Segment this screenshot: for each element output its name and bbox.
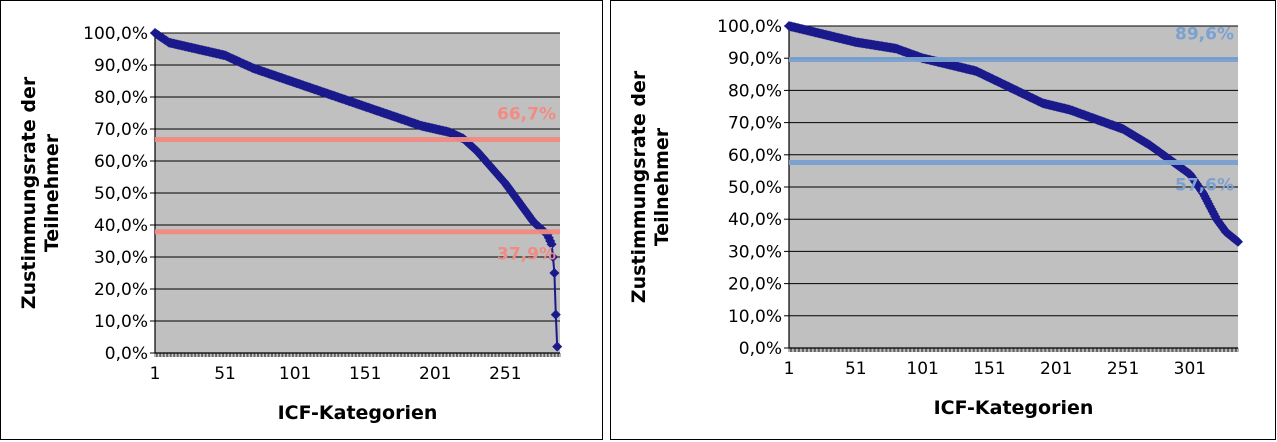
data-point: [1233, 236, 1243, 247]
data-point: [552, 341, 563, 352]
y-tick-label: 60,0%: [728, 146, 782, 166]
y-tick-label: 10,0%: [94, 312, 148, 332]
y-tick-label: 40,0%: [94, 216, 148, 236]
y-tick-label: 10,0%: [728, 307, 782, 327]
y-tick-label: 100,0%: [83, 24, 148, 44]
x-tick-label: 1: [150, 364, 161, 384]
chart-left: 0,0% 10,0% 20,0% 30,0% 40,0% 50,0% 60,0% 70,0% 8…: [18, 24, 563, 424]
reference-label: 57,6%: [1175, 176, 1234, 196]
y-tick-label: 50,0%: [94, 184, 148, 204]
y-tick-label: 30,0%: [94, 248, 148, 268]
y-tick-label: 90,0%: [94, 56, 148, 76]
data-point: [547, 252, 558, 262]
y-tick-label: 80,0%: [94, 88, 148, 108]
x-tick-label: 251: [489, 364, 521, 384]
x-tick-label: 151: [973, 359, 1005, 379]
y-tick-label: 20,0%: [94, 280, 148, 300]
x-tick-label: 251: [1107, 359, 1139, 379]
data-point: [550, 309, 561, 320]
x-tick-label: 1: [784, 359, 795, 379]
data-point: [549, 268, 560, 278]
y-axis-title: Teilnehmer: [41, 133, 63, 252]
x-tick-label: 101: [279, 364, 311, 384]
x-tick-label: 201: [1040, 359, 1072, 379]
x-axis-title: ICF-Kategorien: [278, 402, 438, 424]
x-tick-label: 151: [349, 364, 381, 384]
reference-label: 66,7%: [497, 105, 556, 125]
x-axis-title: ICF-Kategorien: [934, 397, 1094, 419]
reference-label: 89,6%: [1175, 24, 1234, 44]
x-tick-label: 201: [419, 364, 451, 384]
data-point: [546, 239, 557, 250]
y-tick-label: 80,0%: [728, 81, 782, 101]
y-tick-label: 40,0%: [728, 210, 782, 230]
y-axis-title: Teilnehmer: [651, 127, 673, 246]
x-tick-label: 101: [906, 359, 938, 379]
y-tick-label: 70,0%: [728, 114, 782, 134]
y-tick-label: 100,0%: [717, 17, 782, 37]
x-tick-label: 51: [214, 364, 236, 384]
y-tick-label: 90,0%: [728, 49, 782, 69]
chart-panel-right: 0,0% 10,0% 20,0% 30,0% 40,0% 50,0% 60,0% 70,0% 8…: [610, 0, 1276, 440]
x-tick-label: 51: [845, 359, 867, 379]
y-tick-label: 70,0%: [94, 120, 148, 140]
y-tick-label: 30,0%: [728, 242, 782, 262]
chart-right: 0,0% 10,0% 20,0% 30,0% 40,0% 50,0% 60,0% 70,0% 8…: [628, 17, 1243, 419]
y-tick-label: 0,0%: [105, 344, 148, 364]
y-tick-label: 60,0%: [94, 152, 148, 172]
y-tick-label: 0,0%: [739, 339, 782, 359]
chart-panel-left: 0,0% 10,0% 20,0% 30,0% 40,0% 50,0% 60,0% 70,0% 8…: [0, 0, 603, 440]
y-axis-title: Zustimmungsrate der: [18, 76, 40, 309]
reference-label: 37,9%: [497, 245, 556, 265]
y-tick-label: 50,0%: [728, 178, 782, 198]
y-tick-label: 20,0%: [728, 275, 782, 295]
x-tick-label: 301: [1174, 359, 1206, 379]
y-axis-title: Zustimmungsrate der: [628, 70, 650, 303]
